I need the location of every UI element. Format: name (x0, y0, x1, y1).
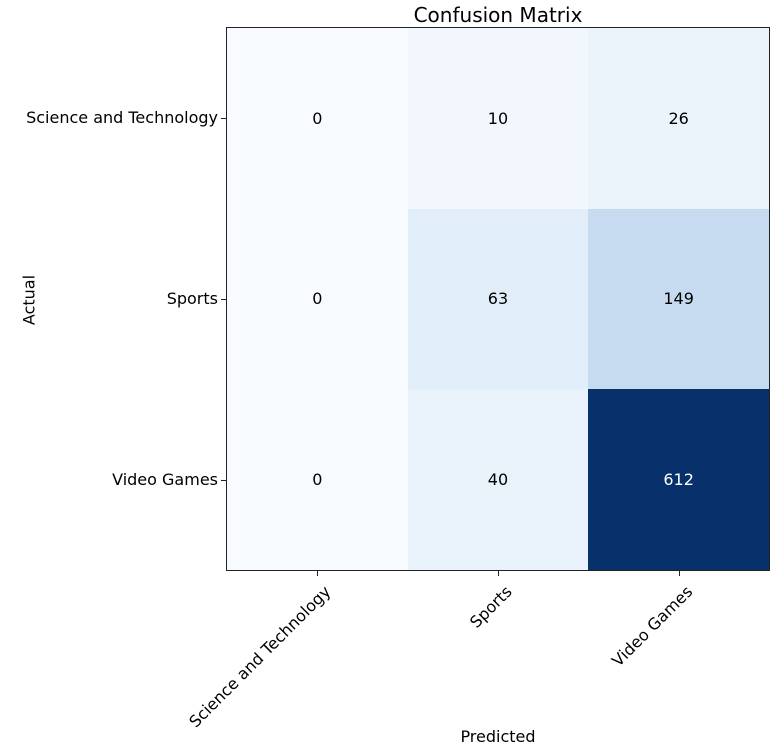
chart-title: Confusion Matrix (413, 3, 583, 27)
y-tick (221, 299, 226, 300)
heatmap-cell: 10 (407, 28, 589, 209)
x-tick (317, 571, 319, 576)
y-tick-label: Video Games (112, 469, 218, 489)
heatmap-cell: 0 (227, 389, 408, 570)
heatmap-cell: 63 (407, 208, 589, 390)
heatmap-cell: 0 (227, 208, 408, 390)
x-axis-label: Predicted (460, 727, 536, 746)
y-tick (221, 479, 226, 481)
y-tick-label: Sports (166, 289, 218, 308)
heatmap-cell: 612 (588, 389, 769, 570)
heatmap-cell: 40 (407, 389, 589, 570)
x-tick (498, 571, 499, 576)
heatmap-cell: 149 (588, 208, 769, 390)
heatmap-cell: 0 (227, 28, 408, 209)
x-tick (678, 571, 680, 576)
y-tick-label: Science and Technology (26, 108, 218, 128)
x-tick-label: Sports (466, 582, 516, 632)
y-tick (221, 118, 226, 120)
heatmap-cell: 26 (588, 28, 769, 209)
heatmap-plot-area: 0 10 26 0 63 149 0 40 612 (226, 27, 770, 571)
y-axis-label: Actual (19, 274, 39, 326)
x-tick-label: Video Games (607, 582, 696, 671)
x-tick-label: Science and Technology (185, 582, 335, 732)
